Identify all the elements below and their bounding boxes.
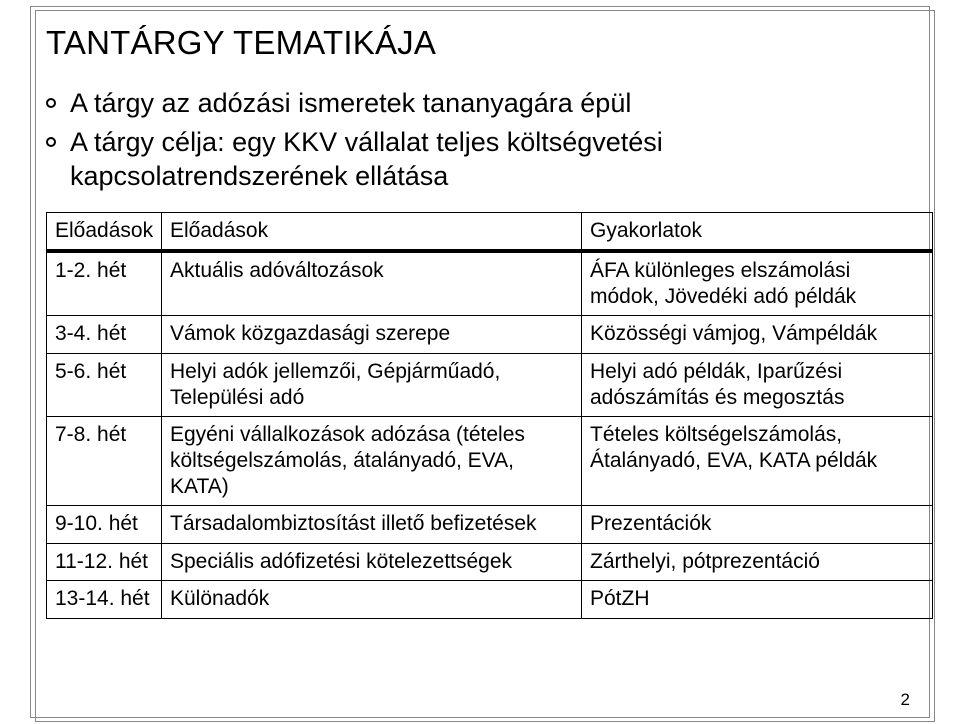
- bullet-marker-icon: [46, 98, 56, 108]
- table-row: 7-8. hét Egyéni vállalkozások adózása (t…: [47, 417, 933, 506]
- lecture-cell: Társadalombiztosítást illető befizetések: [162, 506, 582, 544]
- col-header: Előadások: [162, 212, 582, 251]
- week-cell: 1-2. hét: [47, 251, 162, 316]
- table-row: 1-2. hét Aktuális adóváltozások ÁFA külö…: [47, 251, 933, 316]
- lecture-cell: Helyi adók jellemzői, Gépjárműadó, Telep…: [162, 354, 582, 417]
- week-cell: 5-6. hét: [47, 354, 162, 417]
- week-cell: 9-10. hét: [47, 506, 162, 544]
- practice-cell: Prezentációk: [582, 506, 933, 544]
- bullet-text: A tárgy az adózási ismeretek tananyagára…: [70, 86, 924, 121]
- practice-cell: PótZH: [582, 581, 933, 619]
- table-row: 13-14. hét Különadók PótZH: [47, 581, 933, 619]
- lecture-cell: Speciális adófizetési kötelezettségek: [162, 543, 582, 581]
- practice-cell: Tételes költségelszámolás, Átalányadó, E…: [582, 417, 933, 506]
- practice-cell: Zárthelyi, pótprezentáció: [582, 543, 933, 581]
- table-row: 9-10. hét Társadalombiztosítást illető b…: [47, 506, 933, 544]
- bullet-text: A tárgy célja: egy KKV vállalat teljes k…: [70, 125, 924, 194]
- lecture-cell: Vámok közgazdasági szerepe: [162, 316, 582, 354]
- lecture-cell: Aktuális adóváltozások: [162, 251, 582, 316]
- title-text: TANTÁRGY TEMATIKÁJA: [46, 24, 436, 61]
- col-header: Gyakorlatok: [582, 212, 933, 251]
- week-cell: 7-8. hét: [47, 417, 162, 506]
- lecture-cell: Egyéni vállalkozások adózása (tételes kö…: [162, 417, 582, 506]
- table-header-row: Előadások Előadások Gyakorlatok: [47, 212, 933, 251]
- practice-cell: Közösségi vámjog, Vámpéldák: [582, 316, 933, 354]
- lecture-cell: Különadók: [162, 581, 582, 619]
- slide-title: TANTÁRGY TEMATIKÁJA: [46, 24, 924, 62]
- bullet-list: A tárgy az adózási ismeretek tananyagára…: [46, 86, 924, 194]
- bullet-marker-icon: [46, 137, 56, 147]
- table-row: 3-4. hét Vámok közgazdasági szerepe Közö…: [47, 316, 933, 354]
- table-row: 11-12. hét Speciális adófizetési kötelez…: [47, 543, 933, 581]
- week-cell: 3-4. hét: [47, 316, 162, 354]
- practice-cell: Helyi adó példák, Iparűzési adószámítás …: [582, 354, 933, 417]
- week-cell: 11-12. hét: [47, 543, 162, 581]
- week-cell: 13-14. hét: [47, 581, 162, 619]
- practice-cell: ÁFA különleges elszámolási módok, Jövedé…: [582, 251, 933, 316]
- col-header: Előadások: [47, 212, 162, 251]
- slide-content: TANTÁRGY TEMATIKÁJA A tárgy az adózási i…: [42, 18, 928, 619]
- syllabus-table: Előadások Előadások Gyakorlatok 1-2. hét…: [46, 212, 933, 619]
- table-row: 5-6. hét Helyi adók jellemzői, Gépjárműa…: [47, 354, 933, 417]
- list-item: A tárgy az adózási ismeretek tananyagára…: [46, 86, 924, 121]
- page-number: 2: [901, 690, 910, 710]
- list-item: A tárgy célja: egy KKV vállalat teljes k…: [46, 125, 924, 194]
